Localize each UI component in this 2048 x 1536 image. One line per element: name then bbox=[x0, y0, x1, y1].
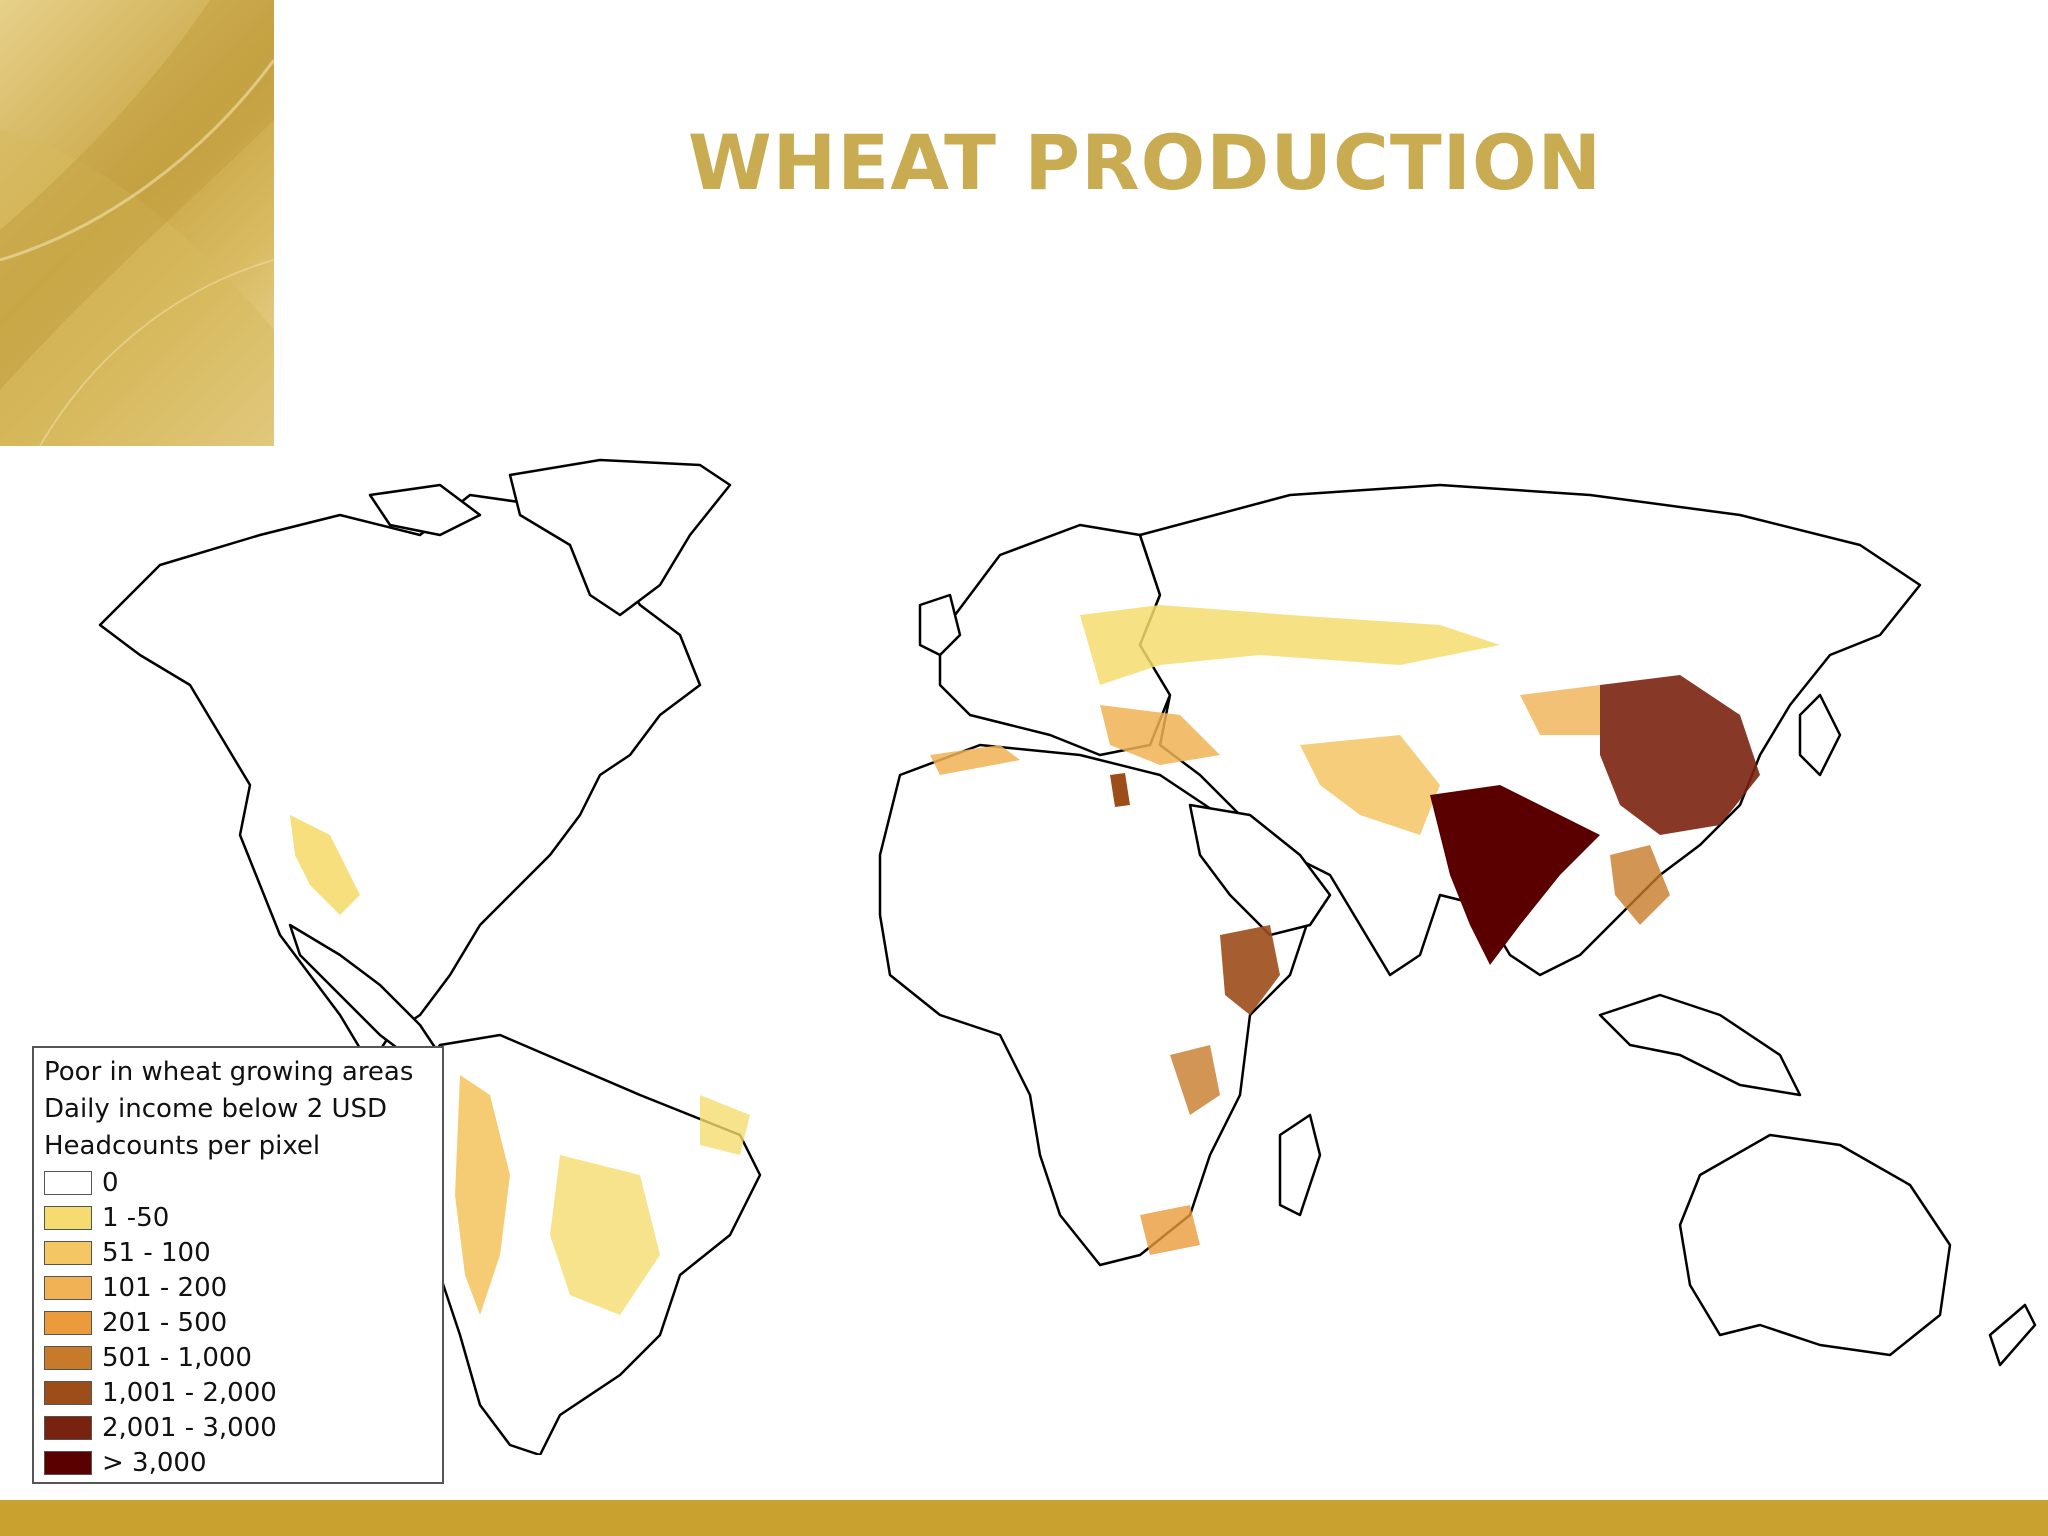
legend-label: 0 bbox=[102, 1167, 119, 1198]
legend-item: 201 - 500 bbox=[44, 1305, 432, 1340]
japan bbox=[1798, 693, 1842, 777]
british-isles bbox=[918, 593, 962, 657]
legend-label: 101 - 200 bbox=[102, 1272, 228, 1303]
legend-heading-1: Poor in wheat growing areas bbox=[44, 1057, 414, 1087]
corner-decoration bbox=[0, 0, 274, 446]
legend-heading-3: Headcounts per pixel bbox=[44, 1131, 321, 1161]
legend-item: 51 - 100 bbox=[44, 1235, 432, 1270]
legend-swatch bbox=[44, 1205, 92, 1230]
new-zealand bbox=[1988, 1303, 2037, 1367]
arctic-islands bbox=[368, 483, 482, 537]
legend-label: 2,001 - 3,000 bbox=[102, 1412, 277, 1443]
density-patches bbox=[290, 605, 1760, 1315]
slide-title: WHEAT PRODUCTION bbox=[687, 118, 1603, 207]
world-map-graphic bbox=[98, 458, 2037, 1457]
legend-item: 1 -50 bbox=[44, 1200, 432, 1235]
asia bbox=[1138, 483, 1922, 977]
madagascar bbox=[1278, 1113, 1322, 1217]
legend-label: > 3,000 bbox=[102, 1447, 207, 1478]
north-america bbox=[98, 493, 702, 1067]
legend-swatch bbox=[44, 1415, 92, 1440]
legend-swatch bbox=[44, 1310, 92, 1335]
legend-item: 2,001 - 3,000 bbox=[44, 1410, 432, 1445]
legend-swatch bbox=[44, 1170, 92, 1195]
legend-heading-2: Daily income below 2 USD bbox=[44, 1094, 388, 1124]
greenland bbox=[508, 458, 732, 617]
legend-item: 1,001 - 2,000 bbox=[44, 1375, 432, 1410]
footer-bar bbox=[0, 1500, 2048, 1536]
australia bbox=[1678, 1133, 1952, 1357]
arabian-peninsula bbox=[1188, 803, 1332, 937]
legend-item: 101 - 200 bbox=[44, 1270, 432, 1305]
legend-swatch bbox=[44, 1345, 92, 1370]
legend-item: 501 - 1,000 bbox=[44, 1340, 432, 1375]
legend-label: 501 - 1,000 bbox=[102, 1342, 252, 1373]
legend-swatch bbox=[44, 1380, 92, 1405]
world-map bbox=[40, 455, 2040, 1457]
legend-item: 0 bbox=[44, 1165, 432, 1200]
legend-swatch bbox=[44, 1450, 92, 1475]
legend-label: 1,001 - 2,000 bbox=[102, 1377, 277, 1408]
legend-item: > 3,000 bbox=[44, 1445, 432, 1480]
map-legend: Poor in wheat growing areas Daily income… bbox=[32, 1046, 444, 1484]
legend-label: 1 -50 bbox=[102, 1202, 170, 1233]
legend-label: 51 - 100 bbox=[102, 1237, 211, 1268]
legend-swatch bbox=[44, 1240, 92, 1265]
legend-swatch bbox=[44, 1275, 92, 1300]
southeast-asia-islands bbox=[1598, 993, 1802, 1097]
legend-label: 201 - 500 bbox=[102, 1307, 228, 1338]
